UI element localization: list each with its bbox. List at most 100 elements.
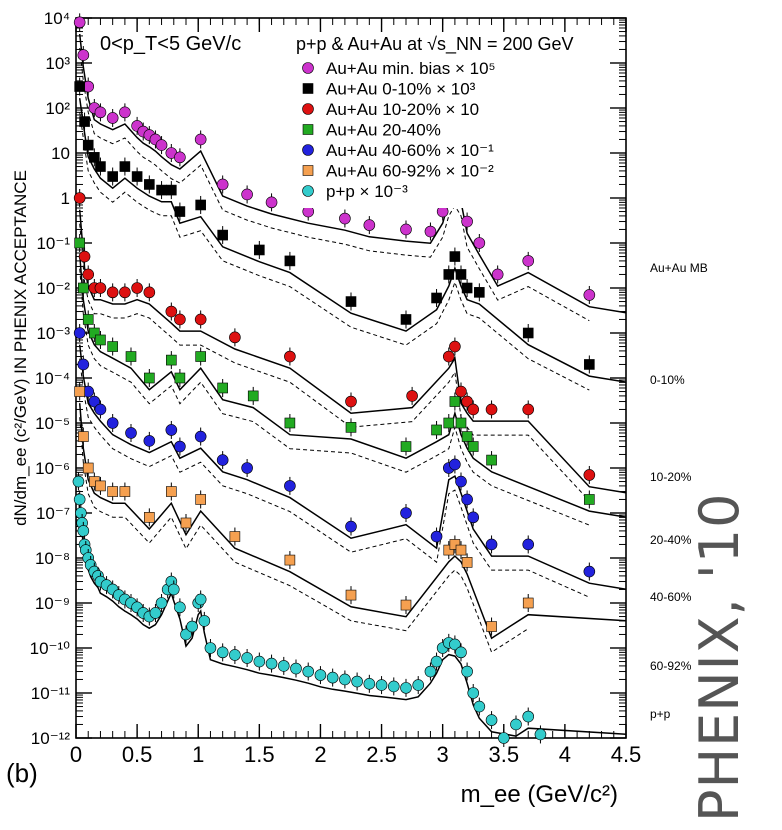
data-point — [88, 395, 101, 408]
data-point — [400, 682, 412, 694]
data-point — [73, 192, 86, 204]
x-tick-label: 0.5 — [122, 742, 153, 767]
data-point — [77, 358, 90, 371]
centrality-label: 60-92% — [650, 659, 692, 673]
legend-marker — [302, 124, 314, 135]
data-point — [73, 493, 86, 506]
data-point — [107, 486, 118, 497]
data-point — [345, 422, 357, 433]
legend-marker — [302, 103, 314, 115]
data-point — [82, 139, 94, 151]
x-tick-label: 2.5 — [366, 742, 397, 767]
data-point — [131, 282, 143, 294]
model-curve-4 — [78, 344, 627, 590]
data-point — [204, 642, 217, 654]
data-point — [284, 554, 296, 566]
data-point — [119, 161, 131, 172]
data-point — [77, 49, 90, 61]
data-point — [400, 223, 412, 236]
series-2 — [73, 189, 596, 484]
legend-entry: p+p × 10⁻³ — [302, 182, 408, 201]
data-point — [491, 268, 504, 281]
data-point — [180, 628, 192, 641]
data-point — [486, 621, 497, 632]
legend-entry: Au+Au 0-10% × 10³ — [302, 80, 476, 99]
series-5 — [74, 382, 534, 636]
data-point — [198, 615, 211, 627]
data-point — [78, 250, 91, 263]
data-point — [583, 289, 596, 301]
data-point — [166, 184, 177, 196]
data-point — [195, 199, 206, 211]
data-point — [486, 454, 497, 466]
data-point — [247, 390, 259, 402]
data-point — [461, 557, 473, 568]
data-point — [442, 350, 455, 363]
legend-entry: Au+Au 10-20% × 10 — [302, 100, 479, 119]
data-point — [216, 454, 229, 466]
data-point — [534, 728, 547, 741]
data-point — [174, 206, 186, 217]
data-point — [241, 188, 253, 201]
data-point — [467, 403, 480, 416]
y-axis: 10⁻¹² 10⁻¹¹ 10⁻¹⁰ 10⁻⁹ 10⁻⁸ 10⁻⁷ 10⁻⁶ 10⁻⁵ 10⁻⁴ 1… — [30, 9, 626, 748]
data-point — [424, 665, 437, 678]
data-point — [165, 305, 178, 318]
model-curve-dashed-5 — [79, 417, 529, 653]
centrality-label: Au+Au MB — [650, 261, 708, 275]
data-point — [82, 268, 95, 281]
centrality-label: 20-40% — [650, 533, 692, 547]
data-point — [166, 486, 177, 497]
series-3 — [74, 234, 595, 509]
legend-marker — [302, 185, 314, 197]
data-point — [106, 112, 119, 124]
data-point — [449, 251, 461, 262]
series-1 — [74, 77, 595, 374]
data-point — [180, 517, 192, 529]
legend-label: Au+Au 40-60% × 10⁻¹ — [326, 141, 494, 160]
y-tick-label: 10⁻⁵ — [35, 414, 70, 433]
data-point — [143, 435, 156, 447]
watermark: PHENIX, '10 — [688, 492, 751, 823]
data-point — [400, 507, 412, 519]
data-point — [461, 431, 473, 442]
data-point — [77, 525, 90, 537]
data-point — [89, 327, 100, 339]
data-point — [229, 531, 241, 542]
data-point — [449, 340, 461, 353]
x-tick-label: 4.5 — [611, 742, 642, 767]
series-6 — [72, 472, 547, 747]
x-tick-label: 1.5 — [244, 742, 275, 767]
data-point — [326, 671, 339, 684]
data-point — [455, 544, 467, 556]
data-point — [74, 81, 85, 92]
data-point — [106, 417, 119, 429]
data-point — [584, 359, 595, 370]
data-point — [339, 212, 351, 225]
data-point — [149, 607, 162, 619]
y-tick-label: 10⁻⁹ — [35, 594, 70, 613]
legend-background — [290, 58, 590, 208]
x-axis: 0 0.5 1 1.5 2 2.5 3 3.5 4 4.5 — [70, 18, 641, 767]
data-point — [455, 417, 467, 429]
data-point — [229, 331, 241, 344]
model-curve-2 — [78, 209, 627, 494]
data-point — [217, 229, 228, 241]
data-point — [254, 244, 265, 256]
data-point — [522, 538, 535, 551]
legend-entry: Au+Au 40-60% × 10⁻¹ — [302, 141, 494, 160]
data-point — [174, 372, 186, 384]
y-tick-label: 10 — [51, 144, 70, 163]
series-4 — [73, 324, 596, 581]
data-point — [95, 480, 106, 492]
data-point — [485, 714, 498, 726]
y-tick-label: 10⁻⁴ — [35, 369, 70, 388]
chart-subtitle: 0<p_T<5 GeV/c — [100, 33, 241, 55]
y-tick-label: 10⁻⁸ — [35, 549, 70, 568]
data-point — [522, 403, 535, 416]
legend-label: Au+Au 10-20% × 10 — [326, 100, 479, 119]
data-point — [430, 530, 443, 543]
data-point — [144, 372, 155, 384]
data-point — [174, 313, 186, 326]
